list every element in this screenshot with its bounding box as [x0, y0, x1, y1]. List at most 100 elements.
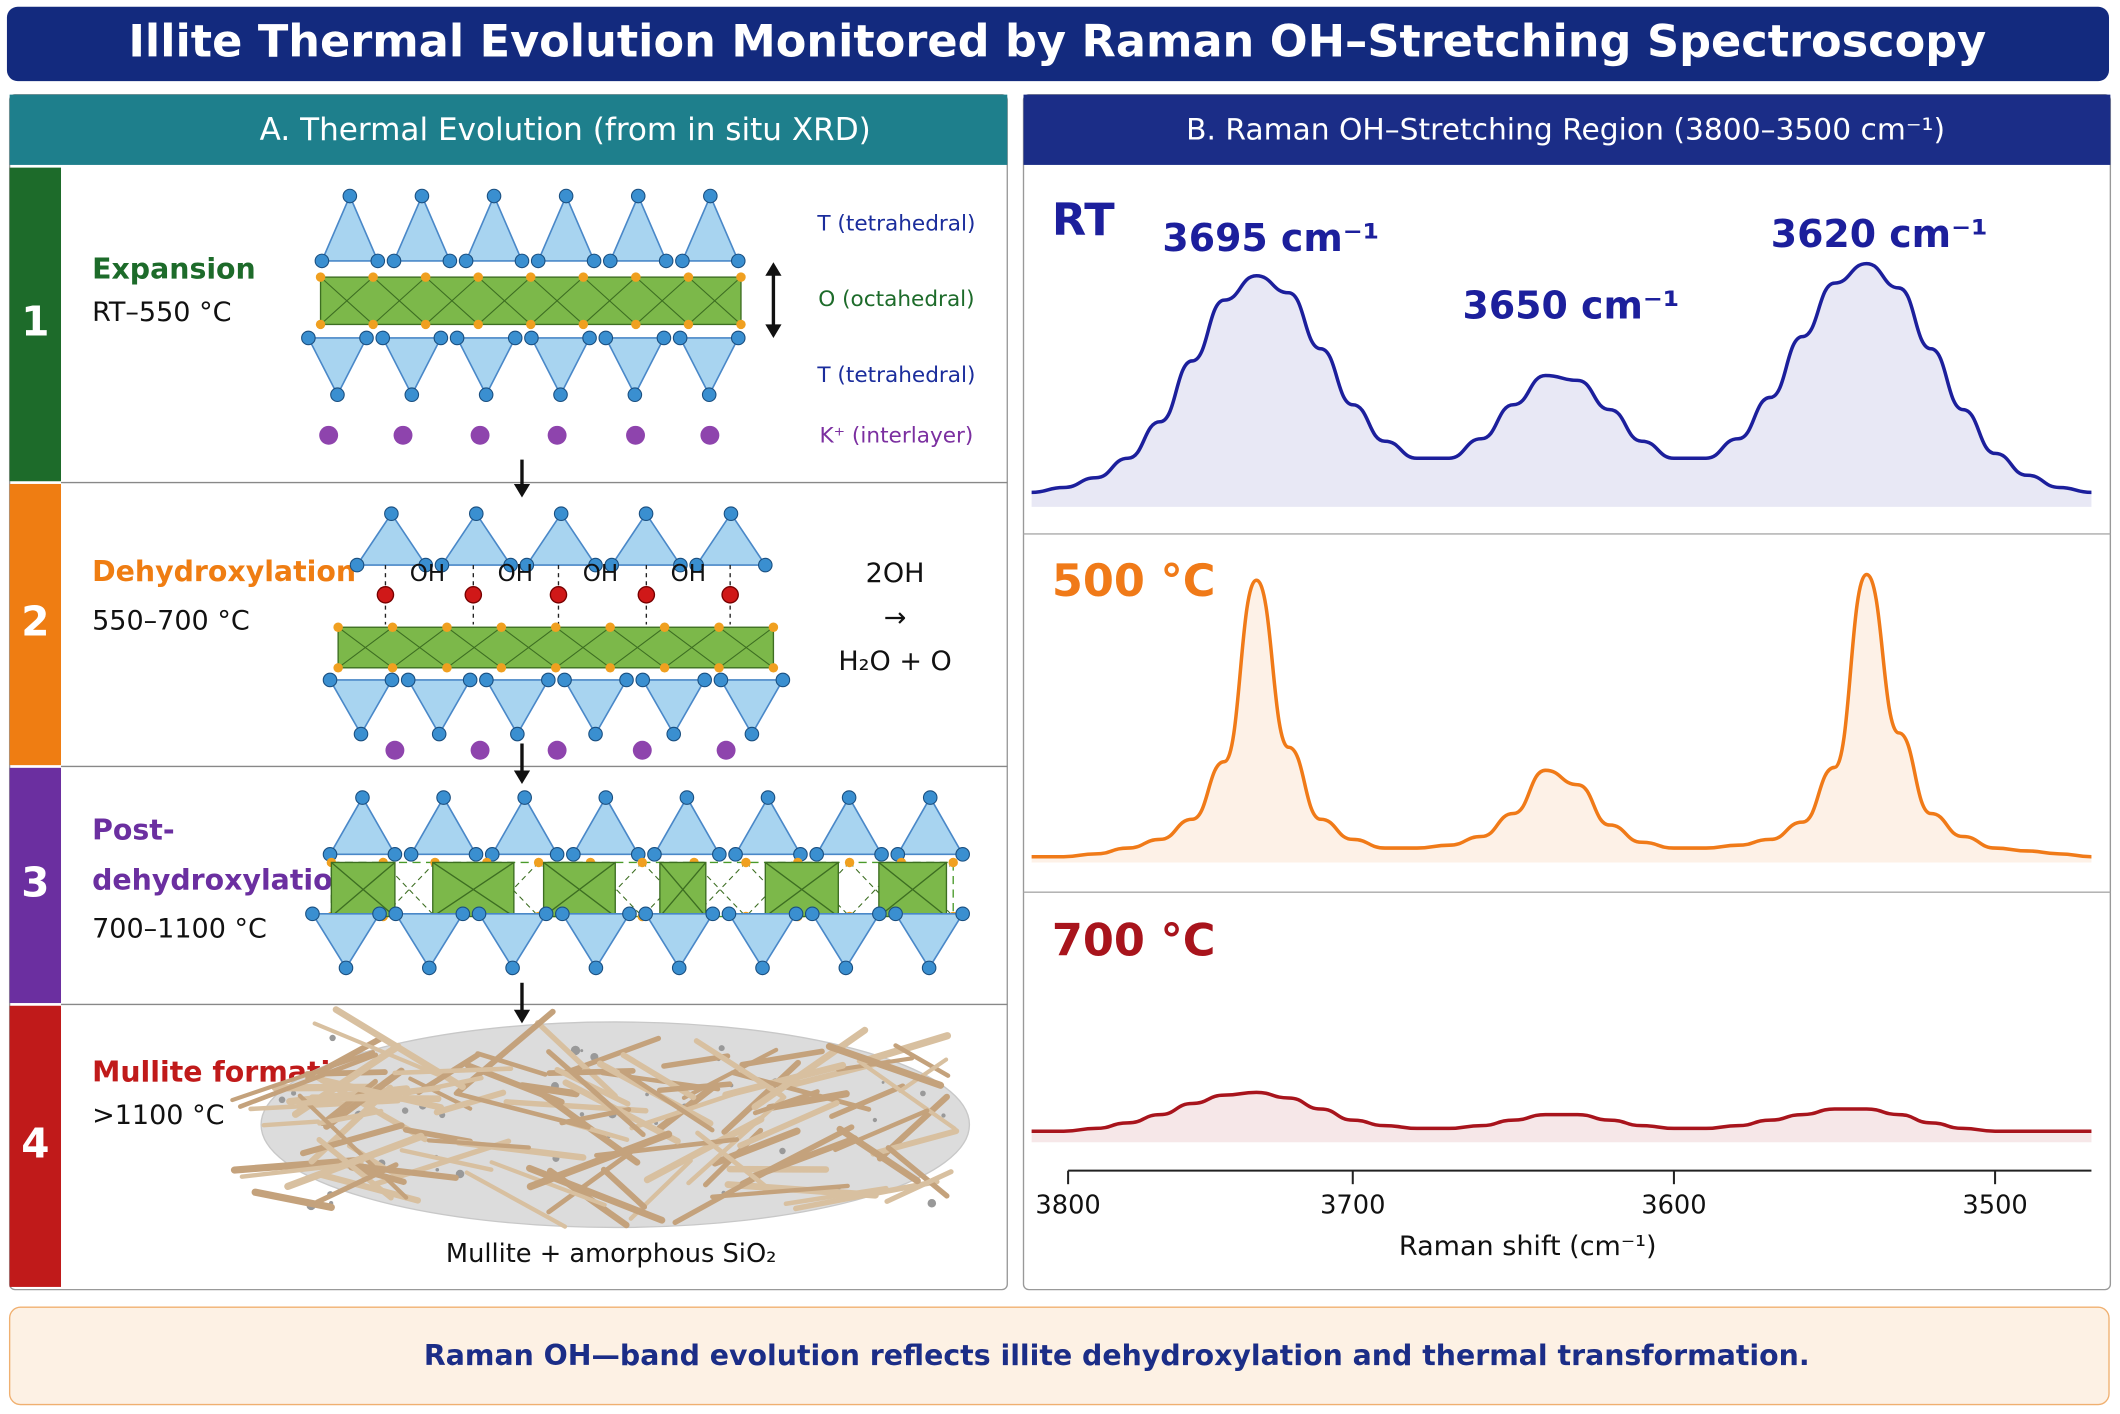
needle: [426, 1138, 531, 1150]
tetrahedron: [695, 512, 767, 566]
oh-label: OH: [498, 561, 533, 587]
tetrahedron: [727, 913, 798, 970]
peak-annotation: 3695 cm⁻¹: [1162, 216, 1379, 260]
atom: [301, 330, 316, 346]
tetrahedron: [455, 337, 517, 397]
needle: [693, 1038, 785, 1099]
atom: [637, 857, 648, 868]
atom: [496, 622, 507, 632]
bond: [432, 861, 515, 918]
layer-label: T (tetrahedral): [816, 211, 975, 236]
bond: [425, 276, 479, 325]
atom: [712, 847, 727, 862]
atom: [723, 506, 739, 521]
needle: [251, 1188, 335, 1211]
atom: [384, 506, 399, 521]
atom: [505, 960, 520, 976]
needle: [284, 1132, 425, 1191]
grain: [718, 1045, 725, 1052]
atom: [510, 726, 525, 742]
atom: [473, 272, 483, 282]
grain: [580, 1049, 584, 1053]
needle: [898, 1057, 949, 1094]
atom: [478, 387, 494, 403]
tetrahedron: [490, 795, 559, 856]
atom: [598, 790, 614, 805]
atom: [387, 622, 398, 632]
atom: [330, 387, 345, 403]
bond: [878, 861, 947, 918]
atom: [468, 847, 484, 862]
needle: [312, 1021, 443, 1078]
atom: [627, 387, 643, 403]
bond: [477, 276, 532, 325]
oh-label: OH: [410, 561, 445, 587]
atom: [433, 330, 449, 346]
atom: [551, 663, 561, 673]
grain: [435, 1167, 440, 1172]
atom: [553, 387, 568, 403]
atom: [602, 253, 618, 269]
atom: [473, 319, 483, 330]
stage-range: 550–700 °C: [92, 605, 250, 636]
atom: [420, 319, 431, 330]
atom: [479, 672, 494, 688]
needle: [893, 1043, 951, 1078]
atom: [683, 272, 694, 282]
tetrahedron: [355, 512, 428, 566]
atom: [673, 557, 688, 573]
atom: [449, 330, 465, 346]
tetrahedron: [681, 193, 740, 262]
stage-name: dehydroxylation: [92, 863, 353, 896]
tetrahedron: [644, 913, 715, 970]
k-ion: [393, 425, 413, 445]
bond: [664, 626, 720, 669]
k-ion: [547, 740, 567, 760]
tetrahedron: [525, 512, 598, 566]
needle: [546, 1049, 646, 1138]
atom: [314, 253, 330, 269]
atom: [921, 960, 937, 976]
grain: [329, 1034, 336, 1042]
grain: [291, 1090, 297, 1096]
atom: [434, 557, 450, 573]
k-ion: [626, 425, 645, 445]
atom: [586, 253, 602, 269]
needle: [314, 1162, 399, 1205]
needle: [600, 1166, 648, 1210]
bond: [530, 276, 584, 325]
atom: [442, 622, 452, 632]
panel-b-title: B. Raman OH–Stretching Region (3800–3500…: [1186, 113, 1945, 148]
needle: [751, 1026, 869, 1111]
needle: [535, 1020, 618, 1099]
grain: [401, 1107, 409, 1114]
stage-number: 3: [21, 858, 49, 906]
needle: [722, 1061, 847, 1099]
atom: [638, 906, 653, 922]
x-tick-label: 3600: [1641, 1190, 1706, 1220]
atom: [541, 672, 556, 688]
needle: [619, 1068, 715, 1133]
needle: [643, 1115, 765, 1184]
needle: [737, 1100, 840, 1149]
atom: [370, 253, 386, 269]
atom: [598, 330, 614, 346]
octahedral-sheet: [337, 626, 775, 669]
atom: [387, 663, 398, 673]
series-label: 700 °C: [1052, 915, 1216, 967]
oh-group: [549, 586, 568, 604]
atom: [888, 906, 903, 922]
needle: [561, 1035, 662, 1076]
tetrahedron: [810, 913, 881, 970]
atom: [683, 319, 694, 330]
bond: [337, 626, 393, 669]
grain: [881, 1080, 885, 1084]
stage-tab: [9, 1005, 62, 1287]
footer-box: [8, 1306, 2110, 1406]
oh-group: [637, 586, 656, 604]
atom: [841, 790, 857, 805]
bond: [543, 861, 616, 918]
atom: [671, 960, 687, 976]
atom: [788, 906, 804, 922]
